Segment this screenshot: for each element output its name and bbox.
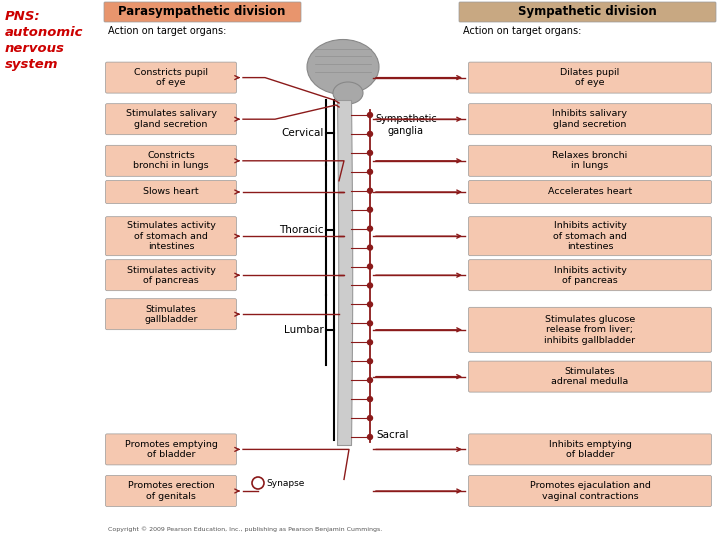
Ellipse shape bbox=[333, 82, 363, 104]
Text: Promotes erection
of genitals: Promotes erection of genitals bbox=[127, 481, 215, 501]
FancyBboxPatch shape bbox=[469, 217, 711, 256]
Text: Inhibits salivary
gland secretion: Inhibits salivary gland secretion bbox=[552, 110, 628, 129]
FancyBboxPatch shape bbox=[459, 2, 716, 22]
Text: Cervical: Cervical bbox=[282, 127, 324, 138]
Circle shape bbox=[367, 226, 372, 231]
FancyBboxPatch shape bbox=[106, 145, 236, 176]
Text: Sympathetic
ganglia: Sympathetic ganglia bbox=[375, 114, 437, 136]
FancyBboxPatch shape bbox=[106, 62, 236, 93]
Text: Stimulates
adrenal medulla: Stimulates adrenal medulla bbox=[552, 367, 629, 386]
Text: Relaxes bronchi
in lungs: Relaxes bronchi in lungs bbox=[552, 151, 628, 171]
FancyBboxPatch shape bbox=[469, 307, 711, 352]
Text: Inhibits emptying
of bladder: Inhibits emptying of bladder bbox=[549, 440, 631, 459]
Text: Action on target organs:: Action on target organs: bbox=[108, 26, 226, 36]
FancyBboxPatch shape bbox=[106, 476, 236, 507]
FancyBboxPatch shape bbox=[469, 145, 711, 176]
Circle shape bbox=[367, 283, 372, 288]
Circle shape bbox=[367, 359, 372, 364]
FancyBboxPatch shape bbox=[469, 361, 711, 392]
Circle shape bbox=[367, 435, 372, 440]
Text: Stimulates
gallbladder: Stimulates gallbladder bbox=[144, 305, 198, 324]
Text: Promotes ejaculation and
vaginal contractions: Promotes ejaculation and vaginal contrac… bbox=[530, 481, 650, 501]
Circle shape bbox=[367, 302, 372, 307]
Circle shape bbox=[367, 131, 372, 137]
Text: Synapse: Synapse bbox=[266, 478, 305, 488]
Text: Thoracic: Thoracic bbox=[279, 225, 324, 235]
Text: Inhibits activity
of stomach and
intestines: Inhibits activity of stomach and intesti… bbox=[553, 221, 627, 251]
FancyBboxPatch shape bbox=[469, 62, 711, 93]
Text: Promotes emptying
of bladder: Promotes emptying of bladder bbox=[125, 440, 217, 459]
FancyBboxPatch shape bbox=[106, 180, 236, 204]
Circle shape bbox=[367, 321, 372, 326]
Circle shape bbox=[367, 150, 372, 156]
FancyBboxPatch shape bbox=[469, 476, 711, 507]
Text: Constricts
bronchi in lungs: Constricts bronchi in lungs bbox=[133, 151, 209, 171]
Text: Stimulates activity
of stomach and
intestines: Stimulates activity of stomach and intes… bbox=[127, 221, 215, 251]
Circle shape bbox=[367, 245, 372, 250]
Text: Sacral: Sacral bbox=[376, 430, 408, 440]
Text: Slows heart: Slows heart bbox=[143, 187, 199, 197]
Circle shape bbox=[367, 207, 372, 212]
Text: Stimulates glucose
release from liver;
inhibits gallbladder: Stimulates glucose release from liver; i… bbox=[544, 315, 636, 345]
Text: PNS:
autonomic
nervous
system: PNS: autonomic nervous system bbox=[5, 10, 84, 71]
Text: Lumbar: Lumbar bbox=[284, 325, 324, 335]
FancyBboxPatch shape bbox=[104, 2, 301, 22]
FancyBboxPatch shape bbox=[106, 260, 236, 291]
Text: Copyright © 2009 Pearson Education, Inc., publishing as Pearson Benjamin Cumming: Copyright © 2009 Pearson Education, Inc.… bbox=[108, 526, 382, 532]
Text: Stimulates activity
of pancreas: Stimulates activity of pancreas bbox=[127, 266, 215, 285]
Text: Inhibits activity
of pancreas: Inhibits activity of pancreas bbox=[554, 266, 626, 285]
Circle shape bbox=[367, 264, 372, 269]
FancyBboxPatch shape bbox=[469, 434, 711, 465]
Circle shape bbox=[367, 112, 372, 118]
FancyBboxPatch shape bbox=[469, 180, 711, 204]
Text: Stimulates salivary
gland secretion: Stimulates salivary gland secretion bbox=[125, 110, 217, 129]
Text: Accelerates heart: Accelerates heart bbox=[548, 187, 632, 197]
Circle shape bbox=[367, 170, 372, 174]
Text: Parasympathetic division: Parasympathetic division bbox=[118, 5, 286, 18]
Circle shape bbox=[367, 377, 372, 383]
FancyBboxPatch shape bbox=[106, 104, 236, 134]
FancyBboxPatch shape bbox=[106, 299, 236, 330]
Circle shape bbox=[367, 396, 372, 402]
Circle shape bbox=[367, 416, 372, 421]
FancyBboxPatch shape bbox=[469, 104, 711, 134]
Circle shape bbox=[367, 340, 372, 345]
Text: Sympathetic division: Sympathetic division bbox=[518, 5, 657, 18]
FancyBboxPatch shape bbox=[106, 434, 236, 465]
Text: Constricts pupil
of eye: Constricts pupil of eye bbox=[134, 68, 208, 87]
Circle shape bbox=[252, 477, 264, 489]
FancyBboxPatch shape bbox=[106, 217, 236, 256]
Ellipse shape bbox=[307, 39, 379, 94]
FancyBboxPatch shape bbox=[469, 260, 711, 291]
Text: Dilates pupil
of eye: Dilates pupil of eye bbox=[560, 68, 620, 87]
Text: Action on target organs:: Action on target organs: bbox=[463, 26, 581, 36]
Circle shape bbox=[367, 188, 372, 193]
